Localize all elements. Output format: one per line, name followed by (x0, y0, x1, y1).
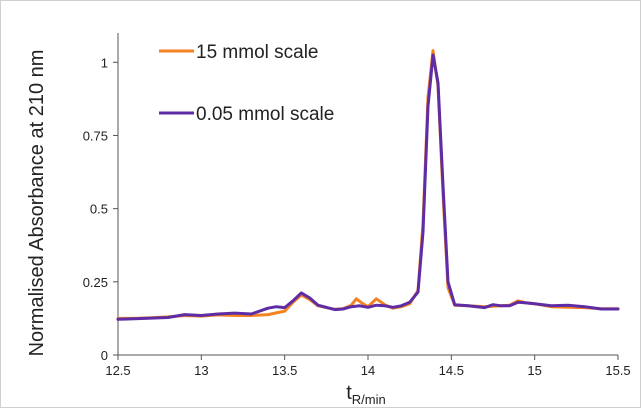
x-tick-label: 15.5 (605, 363, 630, 378)
x-tick-label: 13.5 (272, 363, 297, 378)
y-tick-label: 0.25 (83, 275, 108, 290)
legend-label-1: 15 mmol scale (196, 42, 319, 63)
series-line-2 (116, 53, 620, 321)
y-tick-label: 1 (101, 55, 108, 70)
x-tick-label: 14.5 (439, 363, 464, 378)
y-tick-label: 0.5 (90, 202, 108, 217)
x-tick-label: 14 (361, 363, 375, 378)
y-ticks: 0 0.25 0.5 0.75 1 (83, 55, 118, 363)
legend: 15 mmol scale 0.05 mmol scale (159, 42, 334, 125)
x-axis-title: tR/min (346, 382, 386, 407)
x-axis-title-sub: R/min (352, 392, 386, 407)
series-layer (116, 49, 620, 321)
y-tick-label: 0 (101, 348, 108, 363)
legend-label-2: 0.05 mmol scale (196, 104, 334, 125)
y-tick-label: 0.75 (83, 128, 108, 143)
x-tick-label: 12.5 (105, 363, 130, 378)
x-tick-label: 13 (194, 363, 208, 378)
x-axis-title-main: t (346, 382, 352, 404)
series-line-1 (116, 49, 620, 320)
x-tick-label: 15 (527, 363, 541, 378)
y-axis-title: Normalised Absorbance at 210 nm (26, 50, 48, 357)
x-ticks: 12.5 13 13.5 14 14.5 15 15.5 (105, 355, 631, 378)
